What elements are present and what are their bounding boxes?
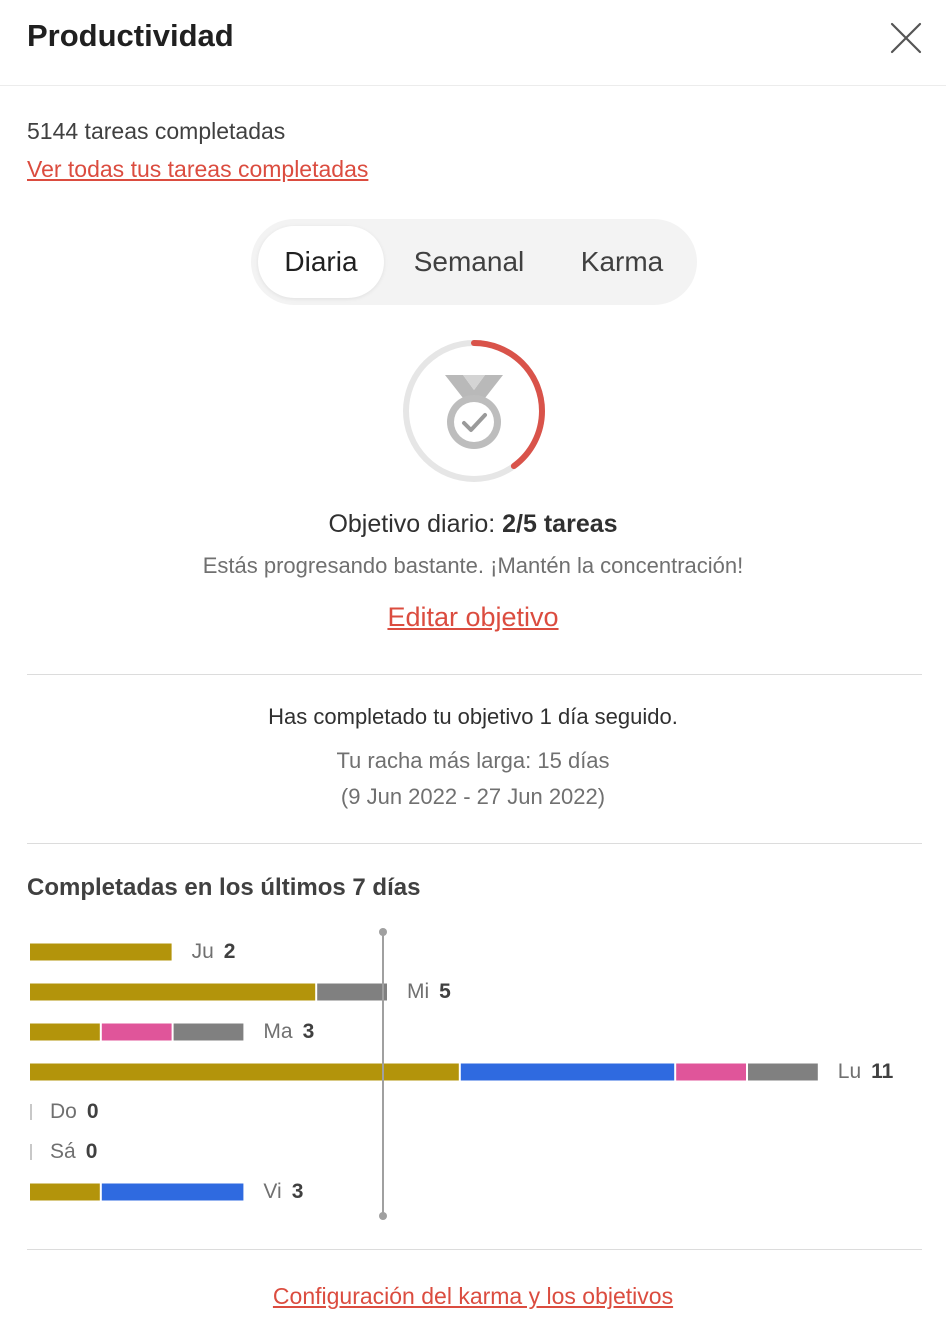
bar-segment-Lu-1 — [460, 1063, 675, 1081]
divider — [27, 1249, 922, 1250]
bar-total: 11 — [871, 1060, 894, 1083]
bar-segment-Vi-1 — [101, 1183, 244, 1201]
goal-line-end-1 — [379, 1212, 387, 1220]
bar-label-Mi: Mi 5 — [407, 980, 451, 1004]
bar-label-Ma: Ma 3 — [263, 1020, 314, 1044]
bar-segment-Lu-3 — [748, 1063, 818, 1081]
period-tabs: Diaria Semanal Karma — [251, 219, 697, 305]
bar-total: 3 — [302, 1020, 315, 1043]
bar-total: 3 — [291, 1180, 304, 1203]
bar-segment-Lu-2 — [676, 1063, 746, 1081]
bar-label-Do: Do 0 — [50, 1100, 99, 1124]
bar-day: Ju — [191, 940, 214, 963]
bar-day: Vi — [263, 1180, 282, 1203]
bar-segment-Vi-0 — [30, 1183, 100, 1201]
longest-streak-text: Tu racha más larga: 15 días — [336, 748, 610, 773]
goal-message: Estás progresando bastante. ¡Mantén la c… — [202, 553, 744, 578]
bar-segment-Mi-0 — [30, 983, 316, 1001]
bar-segment-Mi-1 — [317, 983, 387, 1001]
daily-goal-label: Objetivo diario: — [328, 510, 496, 538]
goal-line-end-0 — [379, 928, 387, 936]
medal-icon — [445, 375, 503, 449]
bar-total: 0 — [85, 1140, 98, 1163]
bar-label-Lu: Lu 11 — [838, 1060, 894, 1084]
bar-empty-Do — [30, 1104, 32, 1120]
edit-goal-link[interactable]: Editar objetivo — [387, 602, 559, 632]
goal-progress-ring — [403, 340, 545, 482]
divider — [27, 674, 922, 675]
bar-segment-Lu-0 — [30, 1063, 459, 1081]
bar-segment-Ju-0 — [30, 943, 172, 961]
bar-label-Ju: Ju 2 — [192, 940, 236, 964]
longest-streak-range: (9 Jun 2022 - 27 Jun 2022) — [340, 784, 606, 809]
dialog-title: Productividad — [27, 18, 234, 53]
bar-day: Mi — [407, 980, 430, 1003]
progress-arc — [403, 340, 545, 482]
tab-karma[interactable]: Karma — [580, 246, 664, 277]
bar-day: Ma — [263, 1020, 293, 1043]
bar-day: Do — [50, 1100, 77, 1123]
settings-link-wrapper: Configuración del karma y los objetivos — [0, 1283, 946, 1310]
bar-segment-Ma-2 — [173, 1023, 244, 1041]
tab-daily[interactable]: Diaria — [258, 226, 384, 298]
bar-day: Lu — [837, 1060, 862, 1083]
daily-goal-value: 2/5 tareas — [502, 510, 618, 538]
chart-title: Completadas en los últimos 7 días — [27, 874, 421, 901]
chart-bars — [30, 928, 818, 1220]
tab-weekly[interactable]: Semanal — [413, 246, 525, 277]
bar-label-Vi: Vi 3 — [263, 1180, 303, 1204]
daily-goal-text: Objetivo diario: 2/5 tareas — [0, 510, 946, 539]
bar-total: 2 — [223, 940, 236, 963]
bar-segment-Ma-0 — [30, 1023, 100, 1041]
current-streak-text: Has completado tu objetivo 1 día seguido… — [268, 704, 678, 729]
edit-goal-wrapper: Editar objetivo — [0, 602, 946, 633]
dialog-header: Productividad — [0, 0, 946, 86]
completed-tasks-count: 5144 tareas completadas — [27, 118, 286, 144]
bar-empty-Sá — [30, 1144, 32, 1160]
bar-total: 5 — [439, 980, 451, 1003]
close-icon — [890, 22, 922, 54]
weekly-completed-chart: Ju 2 Mi 5 Ma 3 Lu 11 Do 0 Sá 0 Vi 3 — [0, 920, 946, 1230]
close-button[interactable] — [886, 18, 926, 58]
karma-goals-settings-link[interactable]: Configuración del karma y los objetivos — [272, 1283, 674, 1309]
bar-total: 0 — [86, 1100, 99, 1123]
bar-segment-Ma-1 — [101, 1023, 172, 1041]
view-all-completed-link[interactable]: Ver todas tus tareas completadas — [27, 156, 369, 182]
divider — [27, 843, 922, 844]
bar-day: Sá — [50, 1140, 76, 1163]
bar-label-Sá: Sá 0 — [50, 1140, 97, 1164]
